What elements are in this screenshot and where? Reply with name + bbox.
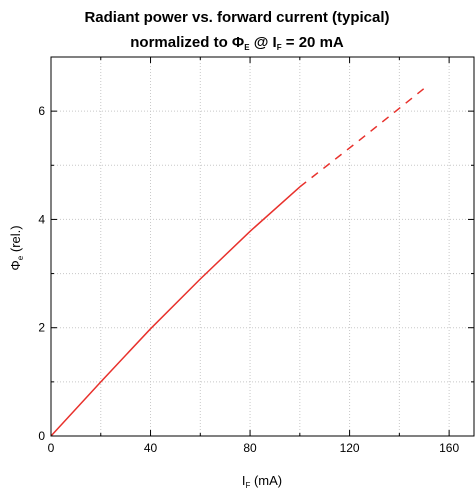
series-line-measured [50, 186, 301, 437]
x-label-main: I [242, 473, 246, 488]
x-label-unit: (mA) [250, 473, 282, 488]
x-axis-label: IF (mA) [242, 473, 282, 490]
y-tick-label: 0 [38, 429, 45, 443]
x-tick-label: 80 [243, 441, 257, 455]
y-label-unit: (rel.) [8, 225, 23, 255]
x-tick-label: 120 [340, 441, 360, 455]
y-tick-label: 6 [38, 104, 45, 118]
y-axis-label: Φe (rel.) [8, 225, 25, 270]
x-label-sub: F [245, 481, 250, 490]
series-layer [50, 87, 425, 437]
title-suffix: = 20 mA [282, 34, 344, 51]
x-tick-label: 160 [439, 441, 459, 455]
title-sub-1: E [244, 43, 250, 52]
title-sub-2: F [277, 43, 282, 52]
y-tick-label: 4 [38, 212, 45, 226]
y-label-sub: e [16, 255, 25, 260]
plot-frame [50, 56, 475, 437]
y-label-main: Φ [8, 260, 23, 270]
y-tick-label: 2 [38, 321, 45, 335]
tick-layer: 0 40 80 120 160 0 2 4 6 [38, 57, 474, 455]
title-prefix: normalized to Φ [130, 34, 244, 51]
x-tick-label: 40 [144, 441, 158, 455]
title-mid: @ I [250, 34, 277, 51]
series-line-extrapolated [299, 87, 425, 188]
chart-title-line-1: Radiant power vs. forward current (typic… [84, 9, 389, 26]
chart-title-line-2: normalized to ΦE @ IF = 20 mA [130, 34, 344, 52]
x-tick-label: 0 [48, 441, 55, 455]
grid-layer [51, 57, 474, 436]
